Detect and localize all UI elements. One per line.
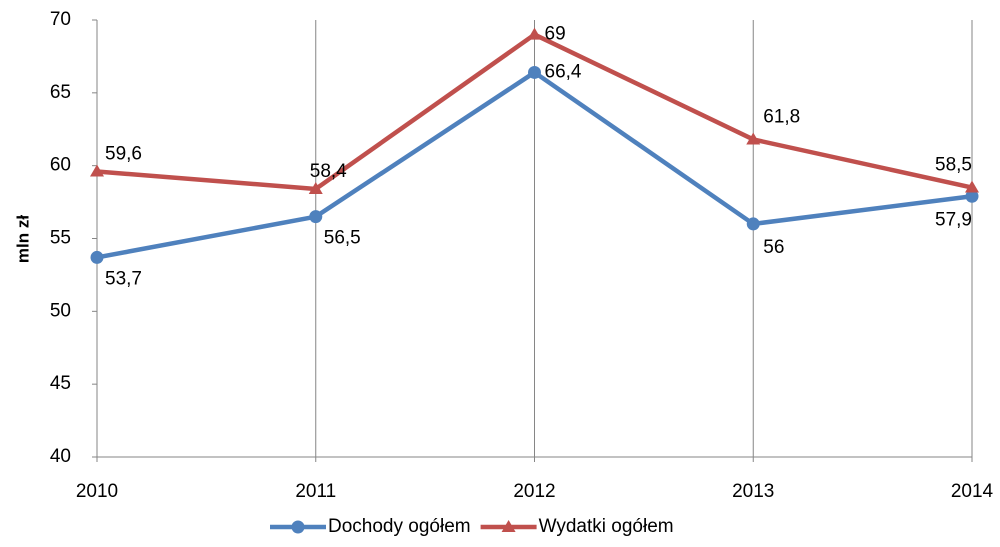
- data-label: 57,9: [935, 209, 972, 230]
- x-tick-label: 2010: [76, 481, 118, 502]
- data-label: 58,5: [935, 155, 972, 176]
- legend-marker: [501, 520, 516, 532]
- data-label: 66,4: [545, 61, 582, 82]
- legend-label: Dochody ogółem: [328, 516, 471, 537]
- data-point: [90, 164, 104, 177]
- data-point: [90, 250, 104, 264]
- x-tick-label: 2013: [732, 481, 774, 502]
- data-point: [308, 181, 323, 194]
- y-tick-label: 40: [50, 446, 71, 467]
- y-tick-label: 60: [50, 155, 71, 176]
- data-point: [527, 27, 542, 40]
- x-tick-label: 2014: [951, 481, 994, 502]
- data-point: [309, 210, 323, 224]
- y-tick-label: 65: [50, 82, 71, 103]
- y-axis-title: mln zł: [13, 215, 32, 263]
- data-point: [746, 217, 760, 231]
- data-label: 53,7: [105, 268, 142, 289]
- data-label: 56,5: [324, 228, 361, 249]
- legend-label: Wydatki ogółem: [539, 516, 674, 537]
- y-tick-label: 50: [50, 300, 71, 321]
- data-label: 69: [545, 24, 566, 45]
- data-point: [528, 65, 541, 79]
- y-tick-label: 70: [50, 9, 71, 30]
- data-label: 58,4: [310, 161, 347, 182]
- x-tick-label: 2011: [295, 481, 336, 502]
- data-point: [965, 180, 979, 193]
- data-point: [965, 189, 979, 203]
- legend-marker: [291, 520, 305, 534]
- x-tick-label: 2012: [513, 481, 555, 502]
- y-tick-label: 45: [50, 373, 71, 394]
- data-label: 59,6: [105, 144, 142, 165]
- data-label: 61,8: [763, 106, 800, 127]
- y-tick-label: 55: [50, 228, 71, 249]
- data-label: 56: [763, 237, 784, 258]
- data-point: [746, 132, 761, 145]
